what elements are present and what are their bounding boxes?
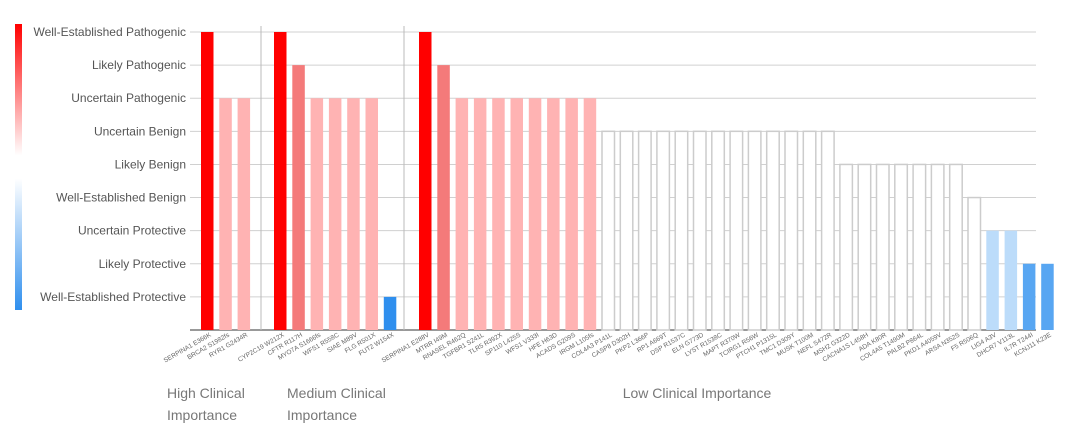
bar [201, 32, 214, 330]
bar [528, 98, 542, 330]
bar [930, 163, 945, 331]
bars [201, 32, 1054, 331]
y-tick-label: Well-Established Protective [40, 290, 186, 304]
bar [802, 130, 817, 331]
y-tick-label: Likely Benign [115, 157, 186, 171]
bar [1022, 263, 1036, 330]
bar [383, 296, 397, 330]
color-scale-bar [15, 24, 22, 310]
bar [857, 163, 872, 331]
y-axis-labels: Well-Established Pathogenic Likely Pathog… [33, 25, 186, 304]
bar [765, 130, 780, 331]
bar [547, 98, 560, 330]
bar [948, 163, 963, 331]
bar [839, 163, 854, 331]
bar [310, 98, 324, 330]
y-tick-label: Well-Established Pathogenic [33, 25, 186, 39]
group-label-line2: Importance [287, 407, 357, 423]
group-label: Medium Clinical [287, 385, 386, 401]
bar [1004, 230, 1018, 330]
y-tick-label: Uncertain Pathogenic [71, 91, 186, 105]
bar [219, 98, 232, 330]
y-tick-label: Uncertain Benign [94, 124, 186, 138]
bar [437, 65, 450, 330]
bar [619, 130, 634, 331]
bar [637, 130, 652, 331]
bar [674, 130, 689, 331]
bar [875, 163, 890, 331]
bar [711, 130, 726, 331]
bar [565, 98, 578, 330]
bar [583, 98, 597, 330]
group-labels: High Clinical Importance Medium Clinical Im… [167, 385, 772, 423]
bar [419, 32, 432, 330]
bar [656, 130, 671, 331]
group-label: Low Clinical Importance [623, 385, 772, 401]
bar [347, 98, 360, 330]
bar [986, 230, 999, 330]
y-tick-label: Well-Established Benign [56, 191, 186, 205]
group-label-line2: Importance [167, 407, 237, 423]
bar [1041, 263, 1054, 330]
y-tick-label: Likely Pathogenic [92, 58, 186, 72]
group-label: High Clinical [167, 385, 245, 401]
bar [601, 130, 616, 331]
bar [473, 98, 487, 330]
y-tick-label: Likely Protective [99, 257, 187, 271]
bar [510, 98, 523, 330]
bar [455, 98, 469, 330]
bar [912, 163, 927, 331]
bar [292, 65, 305, 330]
bar [967, 196, 982, 331]
bar [747, 130, 762, 331]
bar [492, 98, 505, 330]
bar [328, 98, 342, 330]
bar [894, 163, 909, 331]
y-tick-label: Uncertain Protective [78, 224, 186, 238]
bar [274, 32, 287, 330]
bar [237, 98, 251, 330]
bar [365, 98, 378, 330]
bar [784, 130, 799, 331]
bar [692, 130, 707, 331]
bar [820, 130, 835, 331]
bar [729, 130, 744, 331]
